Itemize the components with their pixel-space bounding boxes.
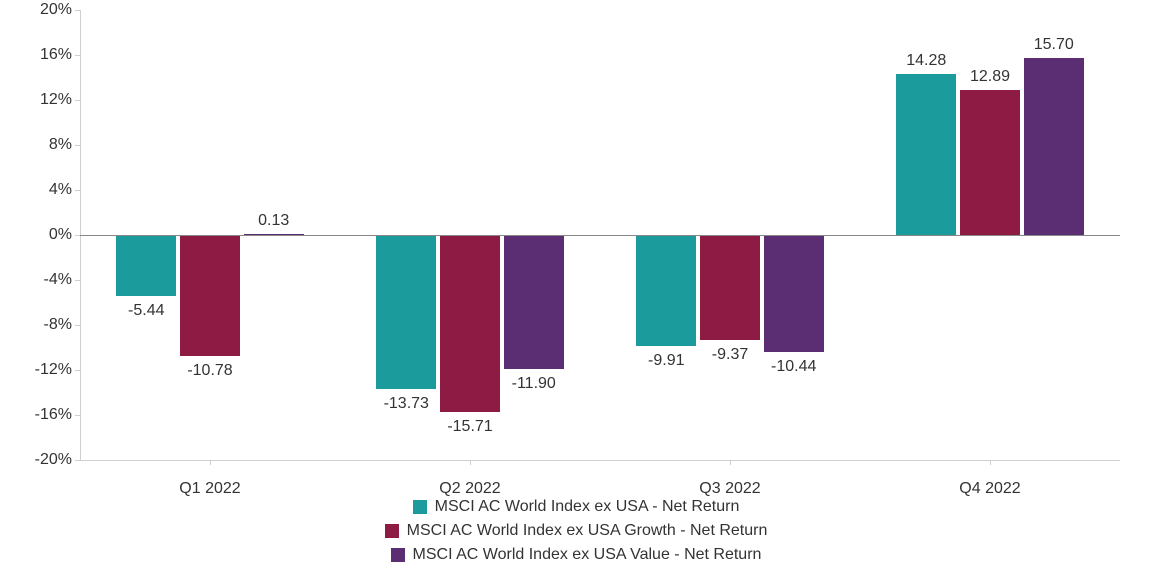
- y-tick-label: 20%: [16, 1, 72, 19]
- x-tick-label: Q4 2022: [959, 480, 1020, 498]
- bar-value-label: 15.70: [1034, 36, 1074, 54]
- bar: [896, 74, 956, 235]
- bar: [764, 235, 824, 352]
- x-tick-label: Q3 2022: [699, 480, 760, 498]
- y-tick-label: -12%: [16, 361, 72, 379]
- legend-swatch: [391, 548, 405, 562]
- y-tick-label: -4%: [16, 271, 72, 289]
- bar-value-label: -9.37: [712, 346, 748, 364]
- legend-swatch: [413, 500, 427, 514]
- bar-value-label: 12.89: [970, 68, 1010, 86]
- bar: [636, 235, 696, 346]
- legend-label: MSCI AC World Index ex USA - Net Return: [435, 498, 740, 516]
- bar-value-label: -9.91: [648, 352, 684, 370]
- x-tick-label: Q1 2022: [179, 480, 240, 498]
- legend-item: MSCI AC World Index ex USA - Net Return: [413, 498, 740, 516]
- bar: [1024, 58, 1084, 235]
- plot-area: 20%16%12%8%4%0%-4%-8%-12%-16%-20%-5.44-1…: [80, 10, 1120, 460]
- bar: [376, 235, 436, 389]
- bar-value-label: -10.44: [771, 358, 816, 376]
- bar-value-label: -11.90: [512, 375, 556, 393]
- legend-label: MSCI AC World Index ex USA Growth - Net …: [407, 522, 768, 540]
- bar-value-label: -10.78: [187, 362, 232, 380]
- bar: [960, 90, 1020, 235]
- y-tick-label: 8%: [16, 136, 72, 154]
- y-tick-label: 0%: [16, 226, 72, 244]
- bar: [700, 235, 760, 340]
- y-tick-label: -16%: [16, 406, 72, 424]
- y-tick-label: -8%: [16, 316, 72, 334]
- zero-line: [80, 235, 1120, 236]
- bar-value-label: 14.28: [906, 52, 946, 70]
- bar: [116, 235, 176, 296]
- x-tick-label: Q2 2022: [439, 480, 500, 498]
- y-tick-label: 16%: [16, 46, 72, 64]
- legend-swatch: [385, 524, 399, 538]
- y-tick-label: 12%: [16, 91, 72, 109]
- bar-value-label: 0.13: [258, 212, 289, 230]
- bar-value-label: -5.44: [128, 302, 164, 320]
- x-axis-line: [80, 460, 1120, 461]
- legend-label: MSCI AC World Index ex USA Value - Net R…: [413, 546, 762, 564]
- bar: [504, 235, 564, 369]
- bar: [440, 235, 500, 412]
- bar: [180, 235, 240, 356]
- y-tick-label: -20%: [16, 451, 72, 469]
- legend-item: MSCI AC World Index ex USA Value - Net R…: [391, 546, 762, 564]
- bar-value-label: -13.73: [384, 395, 429, 413]
- bar-value-label: -15.71: [447, 418, 492, 436]
- returns-bar-chart: 20% 16% 12% 8% 4% 0% -4% -8% -12% -16% -20% -5.44 -1…: [0, 0, 1152, 577]
- legend-item: MSCI AC World Index ex USA Growth - Net …: [385, 522, 768, 540]
- legend: MSCI AC World Index ex USA - Net Return M…: [0, 498, 1152, 564]
- y-tick-label: 4%: [16, 181, 72, 199]
